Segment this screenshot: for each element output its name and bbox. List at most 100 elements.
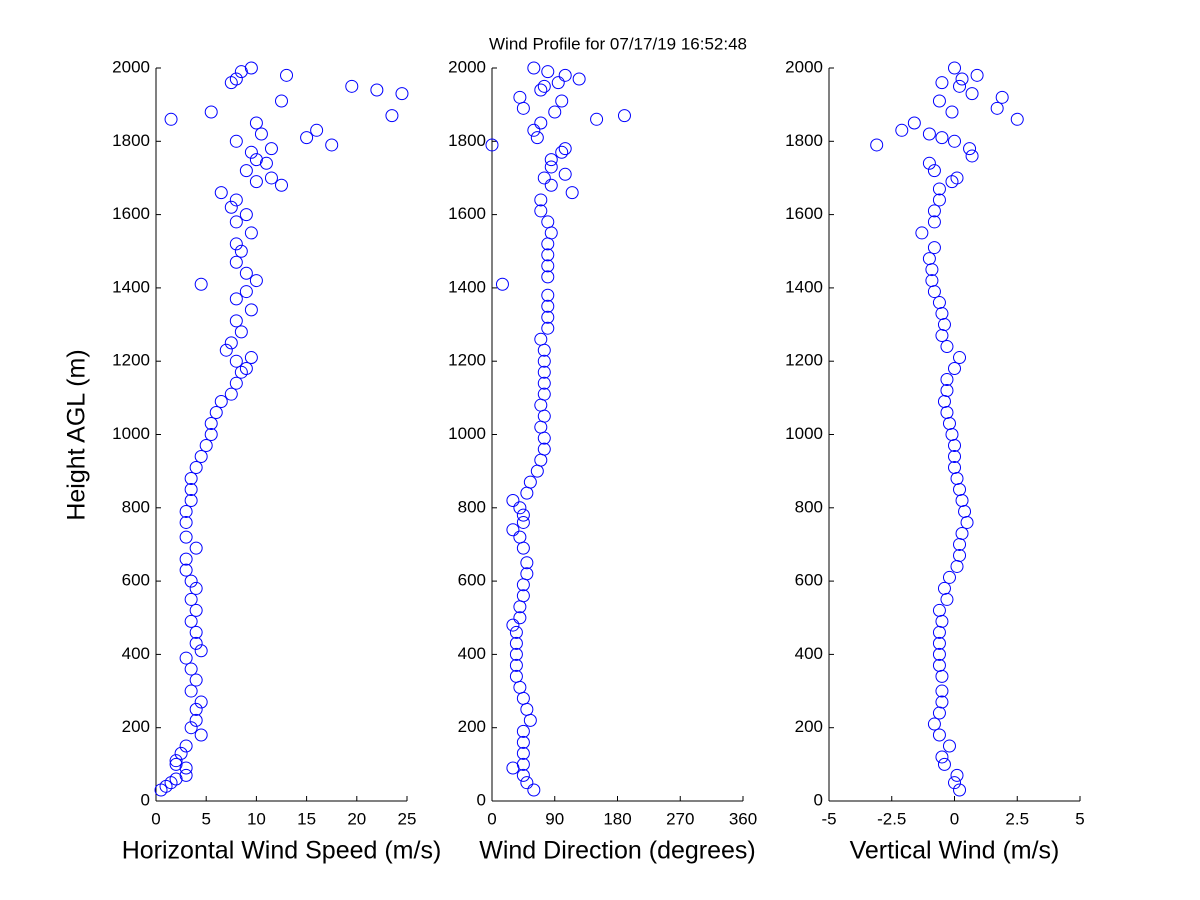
point <box>530 131 544 145</box>
point <box>953 482 967 496</box>
x-tick-label: 5 <box>1075 809 1084 828</box>
point <box>932 182 946 196</box>
point <box>948 362 961 376</box>
point <box>310 123 324 137</box>
point <box>244 61 258 75</box>
point <box>513 501 527 515</box>
point <box>509 658 523 672</box>
point <box>184 721 198 735</box>
point <box>558 167 572 181</box>
point <box>520 567 534 581</box>
point <box>617 109 631 123</box>
point <box>184 574 198 588</box>
point <box>965 87 979 101</box>
x-tick-label: 360 <box>729 809 757 828</box>
point <box>544 178 558 192</box>
y-tick-label: 2000 <box>785 57 823 76</box>
x-tick-label: 2.5 <box>1005 809 1029 828</box>
point <box>189 702 203 716</box>
point <box>520 556 534 570</box>
point <box>935 76 949 90</box>
point <box>907 116 921 130</box>
point <box>935 131 949 145</box>
point <box>565 186 579 200</box>
y-tick-label: 1600 <box>785 204 823 223</box>
point <box>513 680 527 694</box>
point <box>555 94 569 108</box>
point <box>189 625 203 639</box>
point <box>224 387 238 401</box>
point <box>534 204 548 218</box>
point <box>513 611 527 625</box>
point <box>516 508 530 522</box>
point <box>940 592 954 606</box>
point <box>229 314 243 328</box>
point <box>234 325 248 339</box>
point <box>948 61 961 75</box>
point <box>214 186 228 200</box>
point <box>935 307 949 321</box>
point <box>922 252 936 266</box>
point <box>509 647 523 661</box>
point <box>958 504 972 518</box>
point <box>534 398 548 412</box>
point <box>395 87 409 101</box>
point <box>516 724 530 738</box>
point <box>189 713 203 727</box>
point <box>229 354 243 368</box>
x-tick-label: 270 <box>666 809 694 828</box>
point <box>516 757 530 771</box>
y-tick-label: 0 <box>477 790 486 809</box>
point <box>932 193 946 207</box>
point <box>541 321 555 335</box>
y-tick-label: 400 <box>122 644 150 663</box>
point <box>169 754 183 768</box>
point <box>239 362 253 376</box>
point <box>555 145 569 159</box>
point <box>179 552 193 566</box>
point <box>527 123 541 137</box>
point <box>520 702 534 716</box>
point <box>513 600 527 614</box>
point <box>164 112 178 126</box>
point <box>219 343 233 357</box>
point <box>544 226 558 240</box>
y-tick-label: 800 <box>795 497 823 516</box>
point <box>537 354 551 368</box>
point <box>189 460 203 474</box>
point <box>520 486 534 500</box>
point <box>189 636 203 650</box>
x-axis-label: Horizontal Wind Speed (m/s) <box>122 837 442 865</box>
y-tick-label: 1200 <box>448 351 486 370</box>
x-tick-label: -2.5 <box>877 809 906 828</box>
point <box>558 68 572 82</box>
point <box>937 318 951 332</box>
point <box>995 90 1009 104</box>
y-tick-label: 1800 <box>112 131 150 150</box>
point <box>194 644 208 658</box>
point <box>955 72 969 86</box>
point <box>234 244 248 258</box>
point <box>325 138 339 152</box>
point <box>229 193 243 207</box>
point <box>955 526 969 540</box>
point <box>932 706 946 720</box>
point <box>932 728 946 742</box>
point <box>541 310 555 324</box>
point <box>948 460 961 474</box>
point <box>244 351 258 365</box>
point <box>516 735 530 749</box>
y-tick-label: 600 <box>122 571 150 590</box>
point <box>184 684 198 698</box>
point <box>485 138 499 152</box>
point <box>204 105 218 119</box>
point <box>948 449 961 463</box>
point <box>590 112 604 126</box>
point <box>937 395 951 409</box>
point <box>259 156 273 170</box>
point <box>249 274 263 288</box>
point <box>537 431 551 445</box>
point <box>516 578 530 592</box>
y-tick-label: 200 <box>122 717 150 736</box>
point <box>537 365 551 379</box>
